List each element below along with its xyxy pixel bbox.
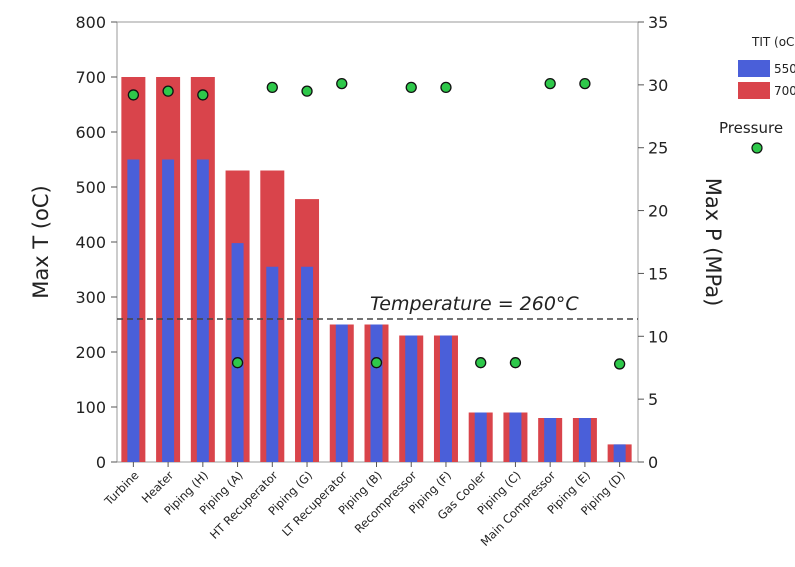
bar-550-10 bbox=[474, 412, 487, 462]
y2-tick-label: 35 bbox=[648, 13, 668, 32]
legend-title: TIT (oC) bbox=[751, 35, 795, 49]
pressure-point-0 bbox=[127, 89, 140, 101]
pressure-point-9 bbox=[440, 81, 452, 94]
y-tick-label: 500 bbox=[75, 178, 106, 197]
bar-550-4 bbox=[266, 266, 279, 462]
bar-550-3 bbox=[231, 243, 244, 462]
y2-tick-label: 10 bbox=[648, 327, 668, 346]
pressure-point-3 bbox=[231, 357, 244, 369]
y2-tick-label: 30 bbox=[648, 76, 668, 95]
left-axis-ticks: 0 100 200 300 400 500 600 700 800 bbox=[75, 13, 117, 472]
pressure-point-5 bbox=[301, 85, 313, 97]
reference-line-label: Temperature = 260°C bbox=[370, 293, 579, 315]
bar-550-13 bbox=[578, 418, 591, 462]
pressure-points-group bbox=[127, 77, 626, 370]
legend-pressure-label: Pressure bbox=[719, 119, 783, 137]
bar-550-11 bbox=[509, 412, 522, 462]
pressure-point-12 bbox=[544, 77, 556, 90]
pressure-point-6 bbox=[336, 77, 348, 90]
legend-label-550: 550 bbox=[774, 62, 795, 76]
legend-swatch-550 bbox=[738, 60, 770, 77]
legend: TIT (oC) 550 700 Pressure bbox=[719, 35, 795, 154]
y-tick-label: 800 bbox=[75, 13, 106, 32]
bar-550-12 bbox=[544, 418, 557, 462]
right-axis-ticks: 0 5 10 15 20 25 30 35 bbox=[638, 13, 668, 472]
pressure-point-4 bbox=[266, 81, 278, 94]
bar-550-8 bbox=[405, 335, 418, 462]
y2-tick-label: 15 bbox=[648, 264, 668, 283]
y-tick-label: 0 bbox=[96, 453, 106, 472]
y-axis-title: Max T (oC) bbox=[29, 185, 53, 299]
y-tick-label: 300 bbox=[75, 288, 106, 307]
bar-550-2 bbox=[196, 159, 209, 462]
y2-tick-label: 5 bbox=[648, 390, 658, 409]
bar-550-7 bbox=[370, 324, 383, 462]
pressure-point-11 bbox=[509, 357, 522, 369]
y-tick-label: 200 bbox=[75, 343, 106, 362]
y-tick-label: 700 bbox=[75, 68, 106, 87]
bars-group bbox=[121, 77, 632, 462]
pressure-point-13 bbox=[579, 77, 591, 90]
pressure-point-14 bbox=[613, 358, 626, 370]
pressure-point-2 bbox=[197, 89, 209, 101]
y-tick-label: 100 bbox=[75, 398, 106, 417]
bar-550-1 bbox=[162, 159, 175, 462]
y-tick-label: 600 bbox=[75, 123, 106, 142]
pressure-point-8 bbox=[405, 81, 417, 94]
pressure-point-1 bbox=[162, 85, 174, 97]
legend-pressure-marker bbox=[751, 142, 763, 154]
legend-swatch-700 bbox=[738, 82, 770, 99]
y2-tick-label: 20 bbox=[648, 202, 668, 221]
legend-label-700: 700 bbox=[774, 84, 795, 98]
bar-550-9 bbox=[439, 335, 452, 462]
bar-550-0 bbox=[127, 159, 140, 462]
y2-axis-title: Max P (MPa) bbox=[701, 178, 725, 307]
reference-line-group: Temperature = 260°C bbox=[117, 293, 638, 320]
y2-tick-label: 0 bbox=[648, 453, 658, 472]
y2-tick-label: 25 bbox=[648, 139, 668, 158]
pressure-point-7 bbox=[370, 357, 383, 369]
y-tick-label: 400 bbox=[75, 233, 106, 252]
pressure-point-10 bbox=[475, 357, 487, 369]
bar-550-14 bbox=[613, 444, 626, 462]
bar-550-5 bbox=[301, 266, 314, 462]
bar-550-6 bbox=[335, 324, 348, 462]
